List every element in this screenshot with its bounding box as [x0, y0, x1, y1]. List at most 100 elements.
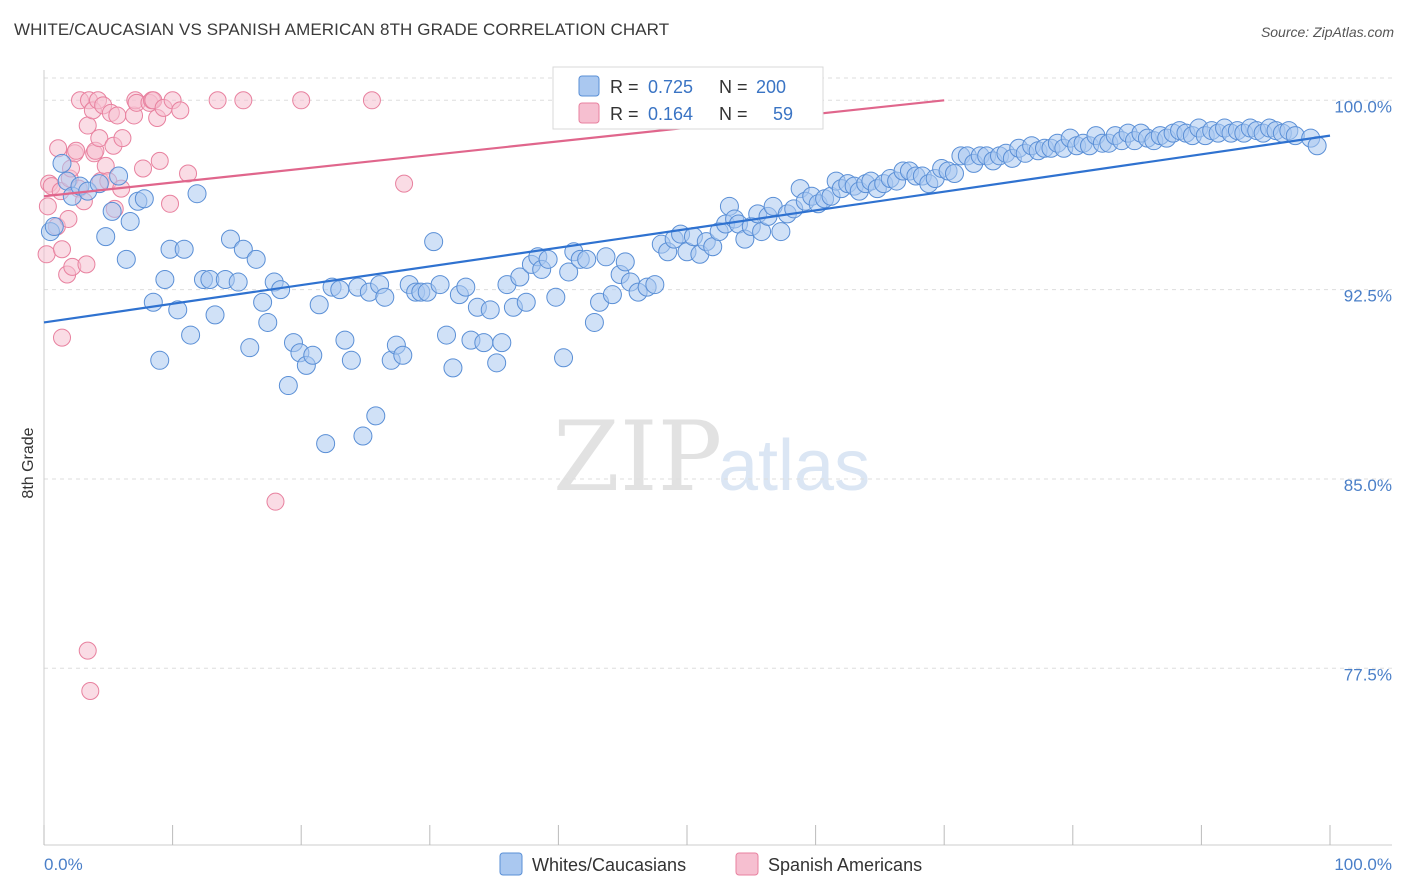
stats-pink-r-value: 0.164 [648, 104, 693, 124]
point-white-caucasian [44, 217, 64, 237]
point-white-caucasian [366, 406, 386, 426]
point-white-caucasian [253, 292, 273, 312]
point-white-caucasian [102, 201, 122, 221]
point-white-caucasian [278, 376, 298, 396]
point-white-caucasian [187, 184, 207, 204]
point-spanish-american [81, 682, 100, 701]
x-tick-label-min: 0.0% [44, 855, 83, 874]
stats-pink-n-label: N = [719, 104, 748, 124]
legend-swatch-whites [499, 852, 523, 876]
stats-pink-n-value: 59 [773, 104, 793, 124]
series-whites-caucasians [40, 118, 1327, 454]
point-spanish-american [108, 106, 127, 125]
point-spanish-american [90, 129, 109, 148]
watermark-atlas: atlas [718, 426, 870, 506]
point-white-caucasian [150, 350, 170, 370]
point-white-caucasian [538, 249, 558, 269]
point-white-caucasian [615, 252, 635, 272]
stats-swatch-pink [578, 102, 600, 124]
bottom-legend: Whites/Caucasians Spanish Americans [499, 852, 922, 876]
chart-title: WHITE/CAUCASIAN VS SPANISH AMERICAN 8TH … [14, 20, 670, 39]
point-spanish-american [38, 197, 57, 216]
point-white-caucasian [480, 300, 500, 320]
point-white-caucasian [134, 189, 154, 209]
point-white-caucasian [437, 325, 457, 345]
point-white-caucasian [228, 272, 248, 292]
point-white-caucasian [393, 345, 413, 365]
point-white-caucasian [220, 229, 240, 249]
stats-blue-n-value: 200 [756, 77, 786, 97]
y-tick-label: 77.5% [1344, 665, 1392, 684]
point-spanish-american [395, 174, 414, 193]
point-white-caucasian [181, 325, 201, 345]
legend-label-spanish: Spanish Americans [768, 855, 922, 875]
point-spanish-american [179, 164, 198, 183]
legend-swatch-spanish [735, 852, 759, 876]
y-tick-label: 92.5% [1344, 287, 1392, 306]
point-white-caucasian [771, 222, 791, 242]
point-white-caucasian [602, 285, 622, 305]
point-spanish-american [234, 91, 253, 110]
legend-label-whites: Whites/Caucasians [532, 855, 686, 875]
point-white-caucasian [487, 353, 507, 373]
point-spanish-american [171, 101, 190, 120]
point-white-caucasian [316, 434, 336, 454]
y-tick-label: 100.0% [1334, 97, 1392, 116]
source-credit: Source: ZipAtlas.com [1260, 24, 1394, 40]
point-spanish-american [77, 255, 96, 274]
point-white-caucasian [205, 305, 225, 325]
stats-legend: R = 0.725 N = 200 R = 0.164 N = 59 [552, 66, 824, 130]
stats-pink-r-label: R = [610, 104, 639, 124]
point-white-caucasian [246, 249, 266, 269]
point-white-caucasian [375, 287, 395, 307]
point-white-caucasian [89, 174, 109, 194]
point-white-caucasian [303, 345, 323, 365]
point-white-caucasian [120, 211, 140, 231]
point-white-caucasian [510, 267, 530, 287]
point-white-caucasian [174, 239, 194, 259]
point-white-caucasian [584, 312, 604, 332]
point-spanish-american [362, 91, 381, 110]
point-white-caucasian [341, 350, 361, 370]
point-white-caucasian [258, 312, 278, 332]
point-white-caucasian [554, 348, 574, 368]
watermark-zip: ZIP [553, 401, 722, 513]
point-spanish-american [150, 151, 169, 170]
point-spanish-american [53, 240, 72, 259]
point-white-caucasian [116, 249, 136, 269]
point-white-caucasian [335, 330, 355, 350]
point-white-caucasian [168, 300, 188, 320]
point-spanish-american [113, 129, 132, 148]
point-white-caucasian [596, 247, 616, 267]
point-white-caucasian [944, 164, 964, 184]
point-spanish-american [78, 641, 97, 660]
gridlines [44, 77, 1392, 669]
point-white-caucasian [240, 338, 260, 358]
point-spanish-american [37, 245, 56, 264]
point-white-caucasian [516, 292, 536, 312]
y-tick-label: 85.0% [1344, 476, 1392, 495]
point-white-caucasian [309, 295, 329, 315]
watermark: ZIP atlas [553, 401, 870, 513]
point-white-caucasian [492, 333, 512, 353]
point-white-caucasian [443, 358, 463, 378]
stats-blue-r-value: 0.725 [648, 77, 693, 97]
point-white-caucasian [559, 262, 579, 282]
trend-line-whites [43, 134, 1331, 324]
point-white-caucasian [424, 232, 444, 252]
point-white-caucasian [456, 277, 476, 297]
point-spanish-american [292, 91, 311, 110]
point-spanish-american [67, 141, 86, 160]
point-spanish-american [161, 194, 180, 213]
point-white-caucasian [353, 426, 373, 446]
point-white-caucasian [330, 280, 350, 300]
point-white-caucasian [430, 275, 450, 295]
stats-blue-r-label: R = [610, 77, 639, 97]
x-tick-label-max: 100.0% [1334, 855, 1392, 874]
tick-labels: 77.5% 85.0% 92.5% 100.0% 0.0% 100.0% [44, 97, 1392, 874]
point-white-caucasian [577, 249, 597, 269]
point-white-caucasian [546, 287, 566, 307]
point-white-caucasian [645, 275, 665, 295]
point-spanish-american [266, 492, 285, 511]
y-axis-label: 8th Grade [20, 427, 37, 498]
